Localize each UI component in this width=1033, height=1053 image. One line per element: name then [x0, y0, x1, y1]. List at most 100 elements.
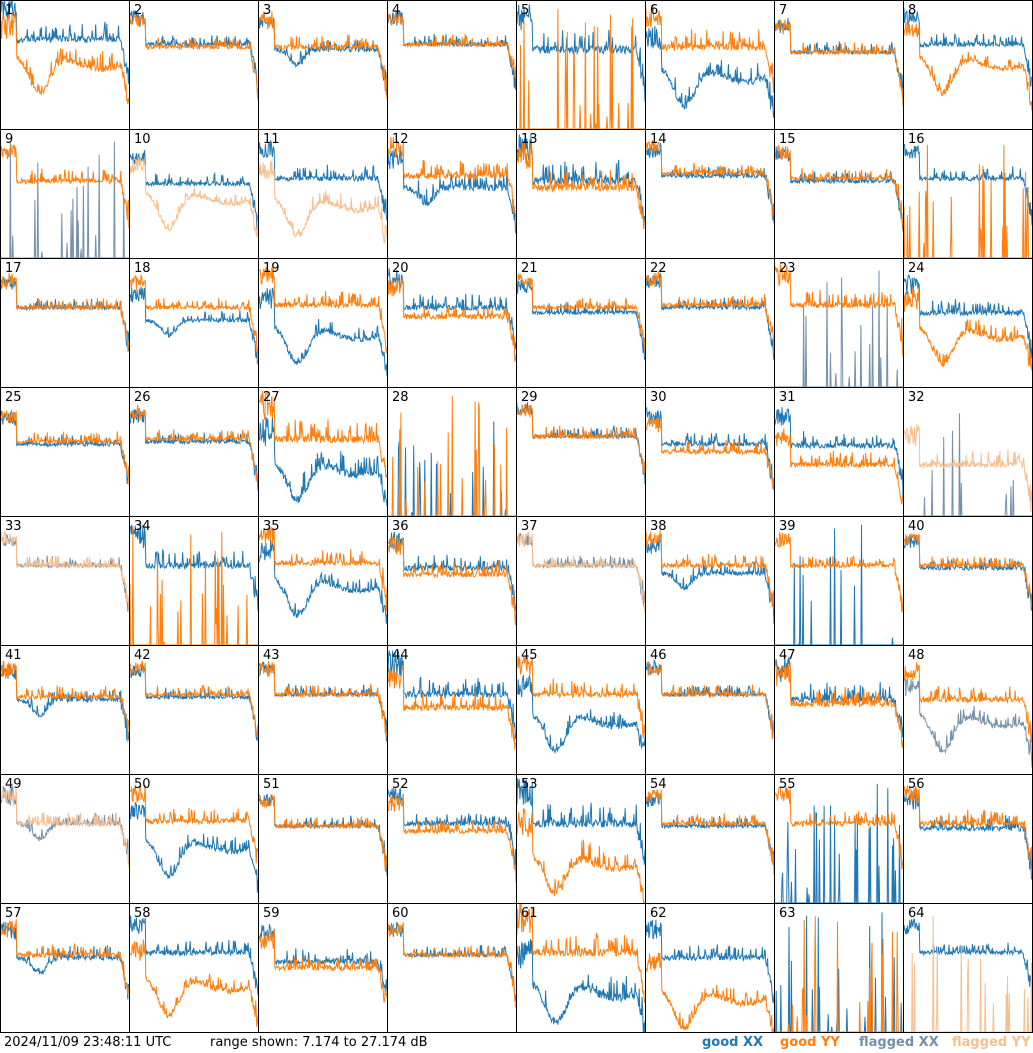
series-yy	[388, 794, 516, 883]
antenna-panel-62: 62	[645, 903, 774, 1032]
series-xx	[646, 273, 774, 360]
panel-number: 58	[134, 906, 151, 921]
antenna-panel-14: 14	[645, 129, 774, 258]
series-xx	[904, 413, 1032, 516]
panel-plot	[904, 904, 1032, 1032]
antenna-panel-16: 16	[903, 129, 1032, 258]
panel-plot	[646, 517, 774, 645]
range-label: range shown: 7.174 to 27.174 dB	[210, 1035, 428, 1050]
panel-number: 10	[134, 132, 151, 147]
panel-plot	[130, 646, 258, 774]
antenna-panel-20: 20	[387, 258, 516, 387]
antenna-panel-6: 6	[645, 0, 774, 129]
panel-number: 22	[650, 261, 667, 276]
antenna-panel-28: 28	[387, 387, 516, 516]
panel-number: 30	[650, 390, 667, 405]
series-yy	[775, 916, 903, 1032]
series-xx	[1, 1, 129, 84]
antenna-panel-49: 49	[0, 774, 129, 903]
series-yy	[646, 530, 774, 610]
antenna-panel-36: 36	[387, 516, 516, 645]
antenna-panel-33: 33	[0, 516, 129, 645]
panel-plot	[1, 1, 129, 129]
panel-number: 54	[650, 777, 667, 792]
series-xx	[775, 147, 903, 232]
panel-plot	[775, 646, 903, 774]
series-yy	[388, 537, 516, 626]
series-yy	[1, 14, 129, 104]
panel-number: 24	[908, 261, 925, 276]
series-yy	[259, 929, 387, 1003]
panel-number: 33	[5, 519, 22, 534]
panel-plot	[775, 388, 903, 516]
series-yy	[1, 144, 129, 228]
panel-number: 27	[263, 390, 280, 405]
series-xx	[130, 409, 258, 490]
panel-number: 62	[650, 906, 667, 921]
panel-plot	[646, 259, 774, 387]
panel-number: 47	[779, 648, 796, 663]
panel-plot	[646, 388, 774, 516]
panel-number: 63	[779, 906, 796, 921]
series-xx	[1, 535, 129, 612]
series-xx	[259, 141, 387, 220]
series-xx	[130, 287, 258, 365]
antenna-panel-61: 61	[516, 903, 645, 1032]
panel-number: 43	[263, 648, 280, 663]
series-xx	[517, 280, 645, 360]
panel-plot	[259, 517, 387, 645]
series-yy	[904, 785, 1032, 868]
panel-number: 42	[134, 648, 151, 663]
series-yy	[517, 532, 645, 615]
series-xx	[259, 416, 387, 506]
panel-plot	[388, 1, 516, 129]
antenna-panel-48: 48	[903, 645, 1032, 774]
series-xx	[130, 522, 258, 611]
panel-number: 51	[263, 777, 280, 792]
panel-number: 17	[5, 261, 22, 276]
panel-number: 6	[650, 3, 659, 18]
series-yy	[259, 11, 387, 99]
antenna-panel-9: 9	[0, 129, 129, 258]
series-yy	[775, 532, 903, 612]
timestamp: 2024/11/09 23:48:11 UTC	[4, 1035, 172, 1050]
panel-plot	[259, 388, 387, 516]
panel-number: 36	[392, 519, 409, 534]
panel-number: 49	[5, 777, 22, 792]
series-xx	[646, 143, 774, 223]
panel-number: 11	[263, 132, 280, 147]
antenna-panel-12: 12	[387, 129, 516, 258]
panel-number: 61	[521, 906, 538, 921]
antenna-panel-31: 31	[774, 387, 903, 516]
series-yy	[388, 13, 516, 78]
series-xx	[904, 144, 1032, 225]
series-xx	[259, 16, 387, 95]
panel-plot	[904, 517, 1032, 645]
panel-number: 14	[650, 132, 667, 147]
panel-number: 23	[779, 261, 796, 276]
panel-number: 56	[908, 777, 925, 792]
panel-plot	[1, 388, 129, 516]
series-yy	[904, 288, 1032, 371]
series-yy	[388, 137, 516, 217]
panel-plot	[130, 130, 258, 258]
panel-plot	[775, 1, 903, 129]
panel-plot	[259, 904, 387, 1032]
series-xx	[517, 4, 645, 101]
panel-number: 4	[392, 3, 401, 18]
antenna-panel-22: 22	[645, 258, 774, 387]
series-xx	[259, 924, 387, 993]
panel-number: 37	[521, 519, 538, 534]
panel-plot	[259, 259, 387, 387]
panel-plot	[904, 775, 1032, 903]
series-xx	[517, 402, 645, 484]
antenna-panel-8: 8	[903, 0, 1032, 129]
panel-plot	[904, 259, 1032, 387]
series-yy	[130, 785, 258, 864]
antenna-panel-10: 10	[129, 129, 258, 258]
panel-number: 35	[263, 519, 280, 534]
series-yy	[775, 429, 903, 505]
series-xx	[130, 150, 258, 230]
legend-good-xx: good XX	[702, 1035, 764, 1050]
antenna-panel-60: 60	[387, 903, 516, 1032]
